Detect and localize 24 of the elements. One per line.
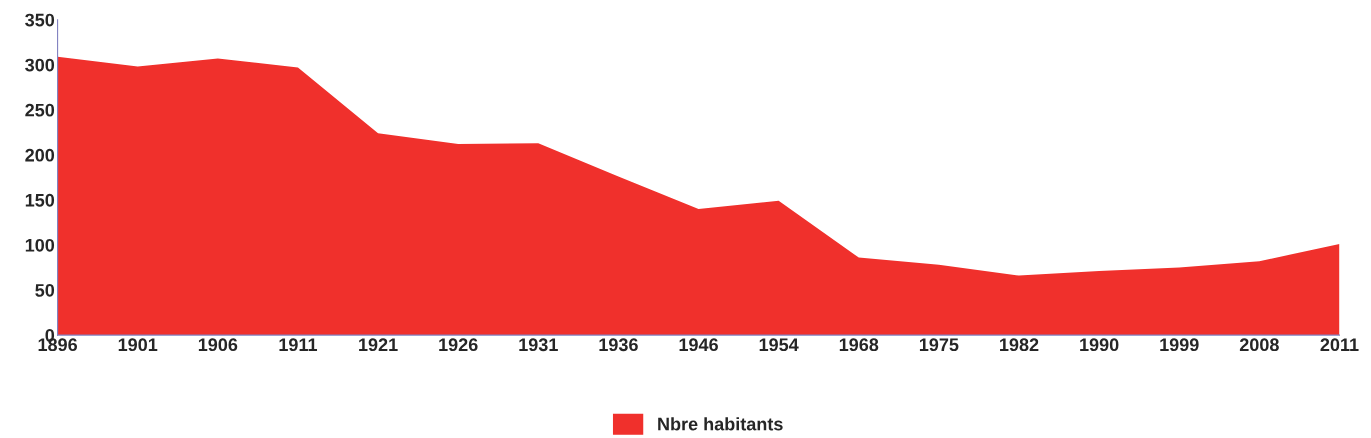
y-tick-label: 300 <box>25 58 55 72</box>
x-tick-label: 1931 <box>519 338 558 352</box>
x-tick-label: 1982 <box>1000 338 1039 352</box>
y-tick-label: 50 <box>35 283 55 297</box>
x-tick-label: 1990 <box>1080 338 1119 352</box>
y-tick-label: 250 <box>25 103 55 117</box>
x-tick-label: 2008 <box>1239 338 1279 352</box>
y-tick-label: 150 <box>25 193 55 207</box>
x-tick-label: 1911 <box>279 338 318 352</box>
x-tick-label: 1954 <box>759 338 799 352</box>
x-tick-label: 1968 <box>839 338 879 352</box>
x-tick-label: 1906 <box>198 338 238 352</box>
x-tick-label: 1946 <box>679 338 718 352</box>
x-tick-label: 1936 <box>599 338 638 352</box>
x-tick-label: 1975 <box>919 338 959 352</box>
y-tick-label: 350 <box>25 13 55 27</box>
x-tick-label: 1999 <box>1160 338 1199 352</box>
legend-label: Nbre habitants <box>658 417 783 431</box>
x-tick-label: 2011 <box>1320 338 1359 352</box>
y-tick-label: 200 <box>25 148 55 162</box>
y-tick-label: 100 <box>25 238 55 252</box>
x-tick-label: 1901 <box>118 338 158 352</box>
x-tick-label: 1921 <box>359 338 398 352</box>
x-tick-label: 1926 <box>439 338 478 352</box>
